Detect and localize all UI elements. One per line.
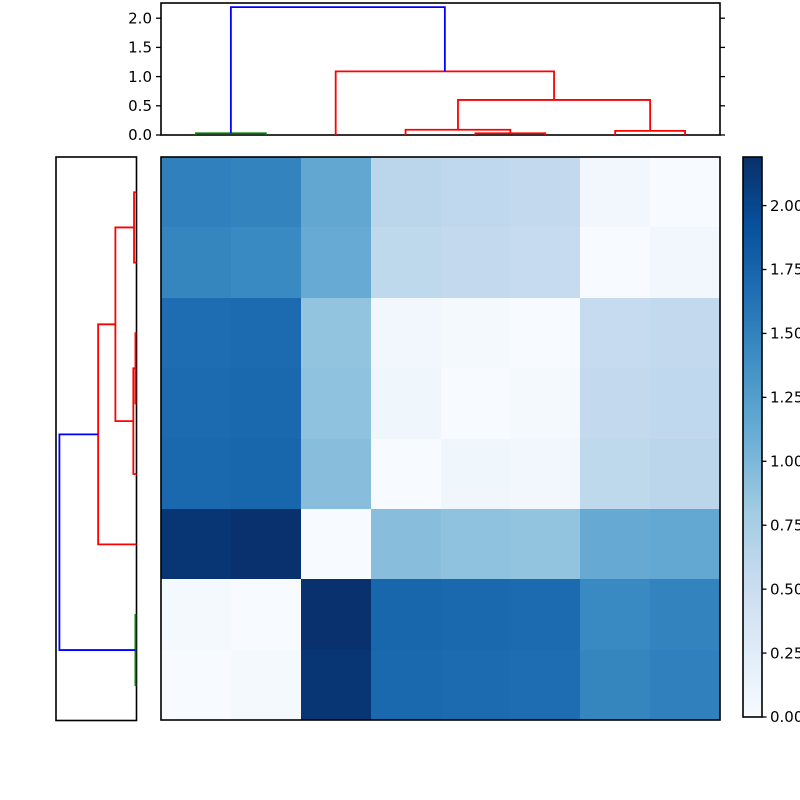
heatmap-cell-r7c3: [300, 579, 371, 650]
heatmap: [161, 157, 720, 720]
heatmap-cell-r5c1: [161, 438, 231, 509]
top-axis-tick-label: 0.5: [128, 97, 152, 115]
left-dendrogram-frame: [55, 156, 138, 722]
heatmap-cell-r4c7: [580, 368, 651, 439]
colorbar-tick-label: 1.75: [770, 261, 800, 279]
top-dendrogram-link-7: [229, 6, 446, 134]
heatmap-cell-r2c1: [161, 227, 231, 298]
colorbar-tick-label: 1.00: [770, 452, 800, 470]
heatmap-cell-r3c6: [510, 297, 581, 369]
heatmap-cell-r2c5: [440, 227, 511, 298]
heatmap-cell-r7c8: [650, 579, 720, 650]
heatmap-cell-r2c7: [580, 227, 651, 298]
heatmap-cell-r6c2: [230, 508, 301, 580]
heatmap-cell-r6c1: [161, 508, 231, 580]
heatmap-cell-r2c3: [300, 227, 371, 298]
top-axis-tick-label: 1.5: [128, 39, 152, 57]
heatmap-cell-r7c1: [161, 579, 231, 650]
heatmap-cell-r3c4: [370, 297, 441, 369]
heatmap-cell-r2c6: [510, 227, 581, 298]
colorbar-tick-label: 0.75: [770, 516, 800, 534]
colorbar-tick-label: 1.25: [770, 389, 800, 407]
top-dendrogram-link-2: [474, 132, 547, 135]
heatmap-cell-r1c2: [230, 157, 301, 228]
colorbar: [743, 157, 762, 717]
heatmap-cell-r7c5: [440, 579, 511, 650]
heatmap-cell-r5c5: [440, 438, 511, 509]
heatmap-cell-r1c4: [370, 157, 441, 228]
heatmap-cell-r5c8: [650, 438, 720, 509]
heatmap-cell-r1c6: [510, 157, 581, 228]
top-axis-tick-label: 2.0: [128, 9, 152, 27]
heatmap-cell-r1c7: [580, 157, 651, 228]
left-dendrogram-link-4: [114, 226, 135, 423]
top-axis-tick-label: 0.0: [128, 126, 152, 144]
heatmap-cell-r8c6: [510, 649, 581, 720]
top-dendrogram-link-4: [614, 130, 686, 135]
heatmap-cell-r5c4: [370, 438, 441, 509]
heatmap-cell-r8c3: [300, 649, 371, 720]
colorbar-tick-label: 0.00: [770, 708, 800, 726]
heatmap-cell-r1c3: [300, 157, 371, 228]
heatmap-cell-r8c5: [440, 649, 511, 720]
heatmap-cell-r8c7: [580, 649, 651, 720]
heatmap-cell-r3c8: [650, 297, 720, 369]
colorbar-tick-label: 1.50: [770, 325, 800, 343]
top-dendrogram-link-1: [195, 132, 267, 135]
top-dendrogram-link-3: [404, 128, 512, 135]
left-dendrogram-link-3: [132, 367, 137, 475]
heatmap-cell-r4c6: [510, 368, 581, 439]
heatmap-cell-r8c4: [370, 649, 441, 720]
heatmap-cell-r4c2: [230, 368, 301, 439]
heatmap-cell-r4c8: [650, 368, 720, 439]
colorbar-tick-label: 0.25: [770, 644, 800, 662]
heatmap-cell-r6c6: [510, 508, 581, 580]
top-axis-tick-label: 1.0: [128, 68, 152, 86]
heatmap-cell-r2c8: [650, 227, 720, 298]
heatmap-cell-r8c2: [230, 649, 301, 720]
heatmap-cell-r4c5: [440, 368, 511, 439]
heatmap-cell-r3c3: [300, 297, 371, 369]
heatmap-cell-r7c4: [370, 579, 441, 650]
colorbar-tick-label: 0.50: [770, 580, 800, 598]
heatmap-cell-r7c6: [510, 579, 581, 650]
heatmap-cell-r6c5: [440, 508, 511, 580]
heatmap-cell-r1c1: [161, 157, 231, 228]
left-dendrogram-link-1: [133, 191, 137, 264]
heatmap-cell-r6c7: [580, 508, 651, 580]
left-dendrogram-link-5: [97, 323, 137, 546]
heatmap-cell-r3c5: [440, 297, 511, 369]
heatmap-cell-r4c3: [300, 368, 371, 439]
top-dendrogram-frame: [160, 2, 721, 136]
heatmap-cell-r4c1: [161, 368, 231, 439]
heatmap-cell-r8c1: [161, 649, 231, 720]
colorbar-tick-label: 2.00: [770, 197, 800, 215]
heatmap-cell-r5c7: [580, 438, 651, 509]
heatmap-cell-r4c4: [370, 368, 441, 439]
heatmap-cell-r1c8: [650, 157, 720, 228]
heatmap-cell-r8c8: [650, 649, 720, 720]
heatmap-cell-r2c2: [230, 227, 301, 298]
heatmap-cell-r5c3: [300, 438, 371, 509]
left-dendrogram-link-2: [134, 332, 137, 405]
top-dendrogram-link-6: [334, 70, 555, 135]
heatmap-cell-r6c8: [650, 508, 720, 580]
heatmap-cell-r3c2: [230, 297, 301, 369]
heatmap-cell-r6c4: [370, 508, 441, 580]
heatmap-cell-r5c2: [230, 438, 301, 509]
heatmap-cell-r5c6: [510, 438, 581, 509]
heatmap-cell-r7c7: [580, 579, 651, 650]
heatmap-cell-r6c3: [300, 508, 371, 580]
heatmap-cell-r3c7: [580, 297, 651, 369]
heatmap-cell-r2c4: [370, 227, 441, 298]
heatmap-cell-r7c2: [230, 579, 301, 650]
left-dendrogram-link-7: [58, 433, 136, 651]
left-dendrogram-link-6: [134, 613, 137, 687]
heatmap-cell-r1c5: [440, 157, 511, 228]
heatmap-cell-r3c1: [161, 297, 231, 369]
top-dendrogram-link-5: [457, 99, 652, 131]
